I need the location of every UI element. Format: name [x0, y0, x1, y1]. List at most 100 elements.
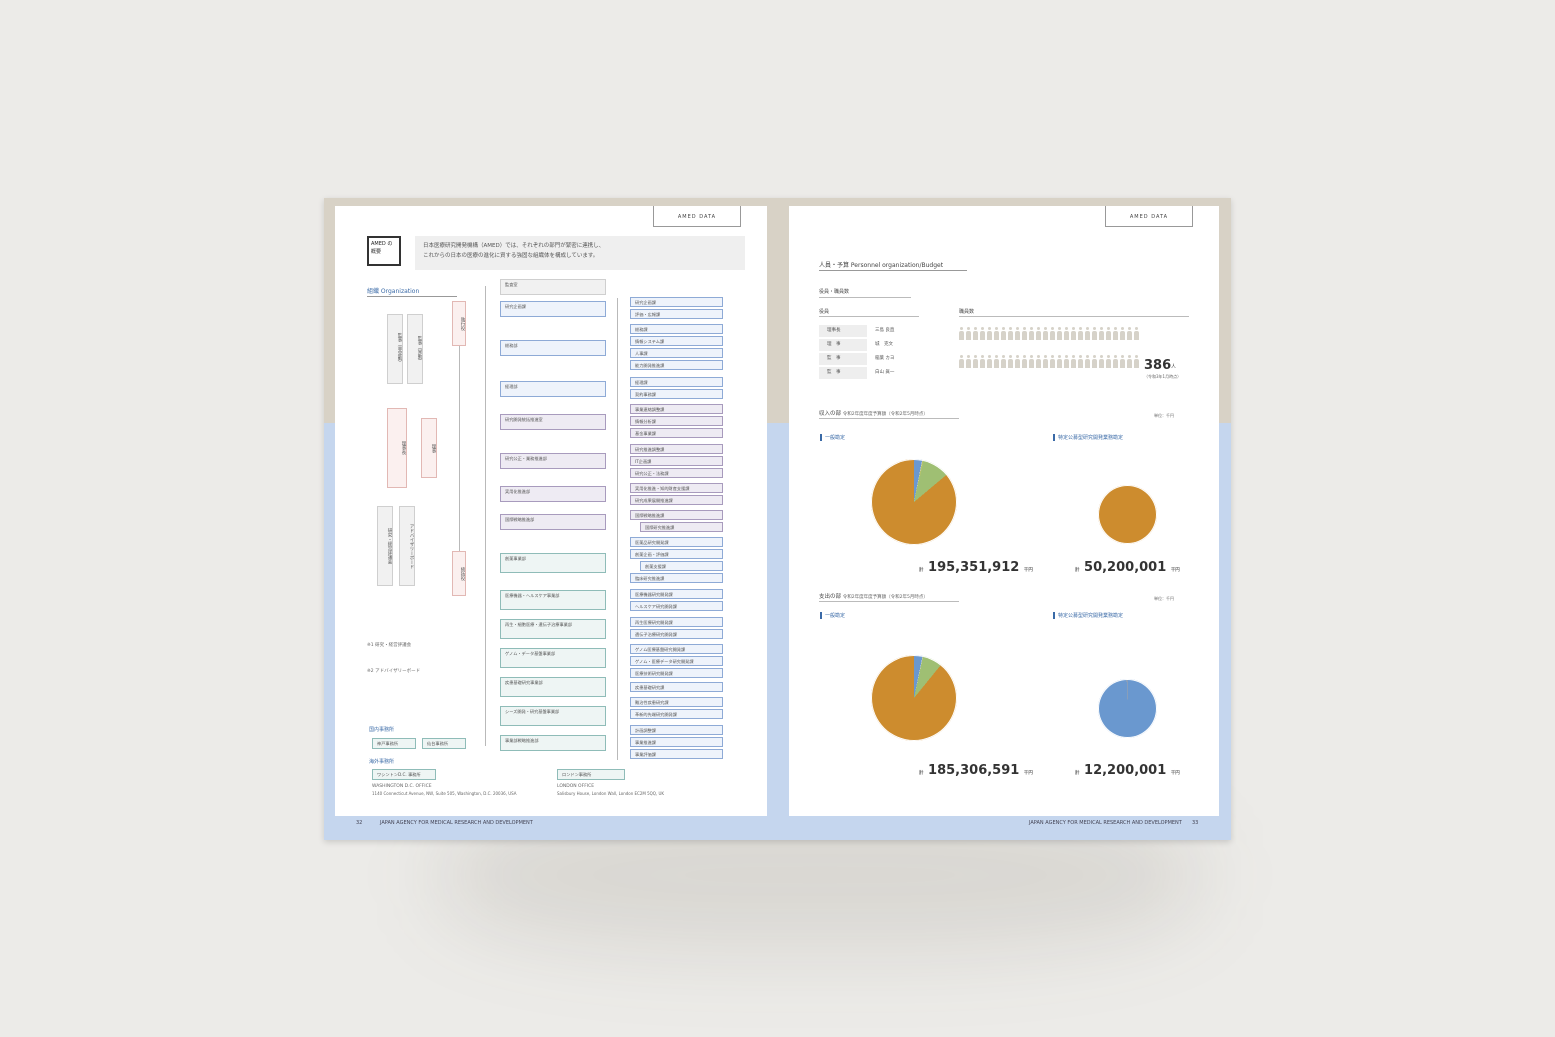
header-tab: AMED DATA: [653, 206, 741, 227]
expense-general-pie: [871, 655, 957, 741]
person-icon: [973, 327, 978, 340]
person-icon: [1057, 327, 1062, 340]
note-2: ※2 アドバイザリーボード: [367, 669, 421, 674]
income-special-pie: [1098, 485, 1157, 544]
section-trunk-line: [617, 298, 618, 760]
advisory-box: アドバイザリーボード: [399, 506, 415, 586]
expense-special-total: 計 12,200,001 千円: [1075, 763, 1180, 778]
employees-date: （令和3年1月時点）: [1144, 374, 1182, 379]
person-icon: [973, 355, 978, 368]
person-icon: [1008, 327, 1013, 340]
header-tab-right: AMED DATA: [1105, 206, 1193, 227]
dept-box: 研究公正・業務推進部: [500, 453, 606, 469]
section-box: 疾患基礎研究課: [630, 682, 723, 692]
income-general-pie: [871, 459, 957, 545]
expense-general-label: 一般勘定: [820, 612, 845, 619]
employees-label: 職員数: [959, 309, 975, 315]
person-icon: [1001, 355, 1006, 368]
officer-row: 理 事 城 克文: [819, 338, 921, 352]
person-icon: [1036, 355, 1041, 368]
section-box: 再生医療研究開発課: [630, 617, 723, 627]
income-special-prefix: 計: [1075, 568, 1080, 573]
section-box: ゲノム・医療データ研究開発課: [630, 656, 723, 666]
overseas-label: 海外事務所: [369, 759, 395, 765]
right-page-number: 33: [1192, 820, 1199, 826]
officer-name: 三島 良直: [875, 328, 895, 333]
note-1: ※1 研究・経営評議会: [367, 643, 412, 648]
section-box: 国際研究推進課: [640, 522, 723, 532]
dept-box: ゲノム・データ基盤事業部: [500, 648, 606, 668]
dept-box: 再生・細胞医療・遺伝子治療事業部: [500, 619, 606, 639]
section-box: 医療技術研究開発課: [630, 668, 723, 678]
person-icon: [1134, 355, 1139, 368]
income-special-total: 計 50,200,001 千円: [1075, 560, 1180, 575]
person-icon: [987, 355, 992, 368]
expense-underline: [819, 601, 959, 602]
person-icon: [987, 327, 992, 340]
auditor-fulltime-box: 監事（常勤）: [407, 314, 423, 384]
section-box: 基金事業課: [630, 428, 723, 438]
income-total: 計 195,351,912 千円: [919, 560, 1033, 575]
person-icon: [1127, 327, 1132, 340]
dept-box: 創薬事業部: [500, 553, 606, 573]
section-box: 事業連絡調整課: [630, 404, 723, 414]
person-icon: [1092, 355, 1097, 368]
income-total-value: 195,351,912: [928, 560, 1020, 575]
amed-logo: AMED の 概要: [367, 236, 401, 266]
person-icon: [1036, 327, 1041, 340]
income-sub: 令和2年度年度予算額（令和2年5月時点）: [842, 412, 928, 417]
person-icon: [1078, 327, 1083, 340]
section-box: 研究企画課: [630, 297, 723, 307]
person-icon: [1064, 327, 1069, 340]
expense-special-value: 12,200,001: [1084, 763, 1167, 778]
section-box: ヘルスケア研究開発課: [630, 601, 723, 611]
london-addr: Salisbury House, London Wall, London EC2…: [557, 791, 665, 796]
person-icon: [1050, 355, 1055, 368]
london-office: ロンドン事務所: [557, 769, 625, 780]
intro-line-2: これからの日本の医療の進化に資する強固な組織体を構成しています。: [423, 253, 599, 259]
section-box: 事業推進課: [630, 737, 723, 747]
person-icon: [1134, 327, 1139, 340]
expense-special-label: 特定公募型研究開発業務勘定: [1053, 612, 1123, 619]
person-icon: [1113, 355, 1118, 368]
person-icon: [1022, 355, 1027, 368]
section-box: 研究推進調整課: [630, 444, 723, 454]
person-icon: [1043, 327, 1048, 340]
section-box: 総務課: [630, 324, 723, 334]
expense-special-prefix: 計: [1075, 771, 1080, 776]
expense-special-unit: 千円: [1170, 771, 1180, 776]
officer-name: 白山 眞一: [875, 370, 895, 375]
person-icon: [1120, 327, 1125, 340]
right-footer: JAPAN AGENCY FOR MEDICAL RESEARCH AND DE…: [1029, 820, 1182, 826]
employees-count: 386: [1144, 358, 1172, 373]
person-icon: [966, 355, 971, 368]
employee-pictogram: [959, 327, 1149, 379]
section-box: 研究成果展開推進課: [630, 495, 723, 505]
left-page: AMED DATA AMED の 概要 日本医療研究開発機構（AMED）では、そ…: [335, 206, 767, 816]
person-icon: [959, 327, 964, 340]
officers-table: 理事長 三島 良直 理 事城 克文 監 事稲葉 カヨ 監 事白山 眞一: [819, 324, 921, 380]
person-icon: [1099, 355, 1104, 368]
section-box: 国際戦略推進課: [630, 510, 723, 520]
expense-sub: 令和2年度年度予算額（令和2年5月時点）: [842, 595, 928, 600]
person-icon: [1022, 327, 1027, 340]
expense-title: 支出の部 令和2年度年度予算額（令和2年5月時点）: [819, 592, 928, 600]
section-box: 創薬企画・評価課: [630, 549, 723, 559]
domestic-label: 国内事務所: [369, 727, 395, 733]
exec-group-box: 執行役: [452, 301, 466, 346]
officers-label: 役員: [819, 309, 830, 315]
dept-box: 国際戦略推進部: [500, 514, 606, 530]
income-title: 収入の部 令和2年度年度予算額（令和2年5月時点）: [819, 409, 928, 417]
income-special-unit: 千円: [1170, 568, 1180, 573]
person-icon: [1029, 355, 1034, 368]
section-box: 医療機器研究開発課: [630, 589, 723, 599]
officer-row: 監 事 稲葉 カヨ: [819, 352, 921, 366]
staff-title: 役員・職員数: [819, 289, 850, 295]
dept-box: 疾患基礎研究事業部: [500, 677, 606, 697]
income-unit: 単位：千円: [1154, 413, 1174, 418]
section-box: 情報分析課: [630, 416, 723, 426]
person-icon: [1106, 355, 1111, 368]
intro-box: 日本医療研究開発機構（AMED）では、それぞれの部門が緊密に連携し、 これからの…: [415, 236, 745, 270]
auditor-parttime-box: 監事（非常勤）: [387, 314, 403, 384]
officer-row: 理事長 三島 良直: [819, 324, 921, 338]
